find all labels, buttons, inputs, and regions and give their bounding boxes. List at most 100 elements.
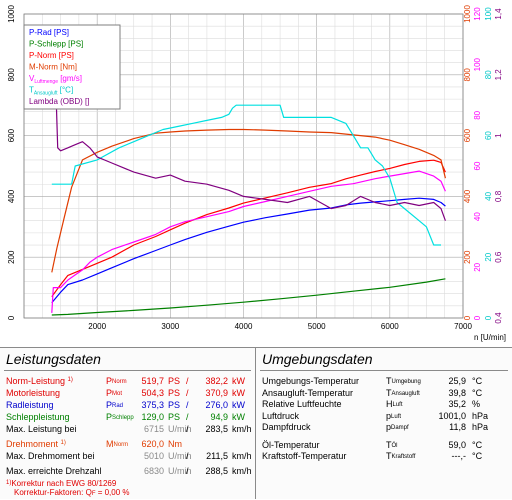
plot-frame xyxy=(23,13,464,319)
row-label: Kraftstoff-Temperatur xyxy=(262,451,347,461)
right-axis-tick-label: 200 xyxy=(463,250,472,264)
row-unit: kW xyxy=(232,376,245,386)
right-axis-tick-label: 40 xyxy=(473,212,482,221)
legend-item: VLuftmenge [gm/s] xyxy=(29,74,82,85)
row-unit: % xyxy=(472,399,481,409)
x-tick-label: 7000 xyxy=(454,322,472,331)
row-label: Umgebungs-Temperatur xyxy=(262,376,360,386)
row-unit: °C xyxy=(472,439,483,450)
leistung-row: Motorleistung PMot 504,3 PS / 370,9 kW xyxy=(0,387,255,399)
right-axis-tick-label: 400 xyxy=(463,189,472,203)
row-symbol: TÖl xyxy=(386,439,398,450)
legend-item: P-Norm [PS] xyxy=(29,51,74,60)
right-axis-tick-label: 40 xyxy=(484,191,493,200)
right-axis-tick-label: 100 xyxy=(473,57,482,71)
legend-item: P-Rad [PS] xyxy=(29,28,69,37)
umgebung-row: Kraftstoff-Temperatur TKraftstoff ---,- °C xyxy=(256,450,512,462)
row-symbol: PSchlepp xyxy=(106,412,134,422)
right-axis-tick-label: 60 xyxy=(473,161,482,170)
row-unit: PS xyxy=(168,412,181,422)
row-label: Ansaugluft-Temperatur xyxy=(262,387,354,398)
x-tick-label: 6000 xyxy=(381,322,399,331)
right-axis-tick-label: 1,2 xyxy=(494,69,503,81)
panel-title: Umgebungsdaten xyxy=(262,351,373,367)
row-sep: / xyxy=(186,451,189,461)
footnote: 1)Korrektur nach EWG 80/1269 xyxy=(6,479,117,488)
row-value: 382,2 xyxy=(205,376,228,386)
row-unit: kW xyxy=(232,412,245,422)
row-symbol: PNorm xyxy=(106,376,127,386)
row-value: 35,2 xyxy=(448,399,466,409)
row-value: 283,5 xyxy=(205,424,228,434)
row-label: Öl-Temperatur xyxy=(262,439,320,450)
umgebung-row: Relative Luftfeuchte HLuft 35,2% xyxy=(256,398,512,410)
row-value: 504,3 xyxy=(141,388,164,398)
right-axis-tick-label: 100 xyxy=(484,7,493,21)
row-symbol: pLuft xyxy=(386,410,402,421)
series-line-5 xyxy=(51,104,441,246)
row-value: 25,9 xyxy=(448,376,466,386)
row-value: 211,5 xyxy=(206,451,228,461)
umgebung-row: Dampfdruck pDampf 11,8 hPa xyxy=(256,421,512,433)
row-value: 1001,0 xyxy=(438,410,466,421)
row-value: 6830 xyxy=(143,466,164,476)
row-unit: °C xyxy=(472,376,483,386)
y-tick-label: 1000 xyxy=(7,5,16,23)
row-symbol: pDampf xyxy=(386,422,409,432)
x-tick-label: 2000 xyxy=(88,322,106,331)
row-unit: U/min xyxy=(168,424,192,434)
umgebung-row: Luftdruck pLuft 1001,0 hPa xyxy=(256,410,512,422)
footnote-row: Korrektur-Faktoren: QF = 0,00 % xyxy=(0,488,255,500)
row-value: 59,0 xyxy=(448,439,466,450)
row-symbol: HLuft xyxy=(386,399,403,409)
y-tick-label: 800 xyxy=(7,68,16,82)
right-axis-tick-label: 1 xyxy=(494,133,503,138)
row-symbol: PMot xyxy=(106,388,123,398)
right-axis-tick-label: 60 xyxy=(484,131,493,140)
row-unit: km/h xyxy=(232,466,252,476)
umgebung-row: Ansaugluft-Temperatur TAnsaugluft 39,8 °C xyxy=(256,387,512,399)
chart-series xyxy=(51,98,446,316)
right-axis-tick-label: 0 xyxy=(484,315,493,320)
leistung-row: Max. Leistung bei 6715 U/min/ 283,5 km/h xyxy=(0,423,255,435)
row-symbol: TUmgebung xyxy=(386,376,421,386)
row-symbol: TAnsaugluft xyxy=(386,387,420,398)
row-unit: °C xyxy=(472,387,483,398)
right-axis-tick-label: 20 xyxy=(484,252,493,261)
y-tick-label: 0 xyxy=(7,315,16,320)
row-label: Luftdruck xyxy=(262,410,300,421)
y-tick-label: 200 xyxy=(7,250,16,264)
row-unit: kW xyxy=(232,388,245,398)
row-unit: PS xyxy=(168,376,181,386)
row-label: Motorleistung xyxy=(6,388,61,398)
series-line-0 xyxy=(51,197,446,304)
row-unit: kW xyxy=(232,400,245,410)
row-label: Max. Drehmoment bei xyxy=(6,451,95,461)
row-unit: U/min xyxy=(168,451,192,461)
row-label: Drehmoment 1) xyxy=(6,439,66,449)
right-axis-tick-label: 600 xyxy=(463,128,472,142)
right-axis-tick-label: 20 xyxy=(473,262,482,271)
row-value: 276,0 xyxy=(205,400,228,410)
row-label: Schleppleistung xyxy=(6,412,70,422)
right-axis-tick-label: 120 xyxy=(473,7,482,21)
right-axis-tick-label: 800 xyxy=(463,68,472,82)
right-axis-tick-label: 0,4 xyxy=(494,312,503,324)
row-unit: hPa xyxy=(472,410,489,421)
x-tick-label: 4000 xyxy=(235,322,253,331)
row-label: Radleistung xyxy=(6,400,54,410)
x-axis-label: n [U/min] xyxy=(474,333,506,342)
row-sep: / xyxy=(186,400,189,410)
row-label: Max. Leistung bei xyxy=(6,424,77,434)
leistung-row: Radleistung PRad 375,3 PS / 276,0 kW xyxy=(0,399,255,411)
series-line-2 xyxy=(51,159,446,298)
y-tick-label: 400 xyxy=(7,189,16,203)
row-label: Max. erreichte Drehzahl xyxy=(6,466,102,476)
legend-box xyxy=(23,24,121,110)
y-tick-label: 600 xyxy=(7,128,16,142)
row-unit: PS xyxy=(168,388,181,398)
row-symbol: MNorm xyxy=(106,439,129,449)
umgebung-row: Umgebungs-Temperatur TUmgebung 25,9 °C xyxy=(256,375,512,387)
row-unit: hPa xyxy=(472,422,489,432)
